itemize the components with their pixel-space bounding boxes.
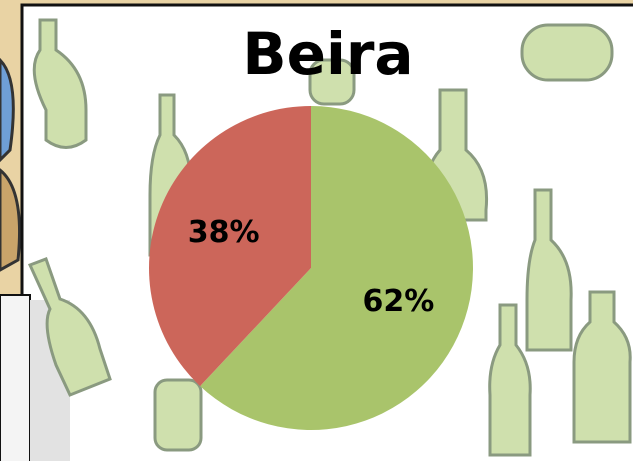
chart-title: Beira (242, 20, 413, 88)
slice-label: 62% (362, 284, 434, 319)
slice-label: 38% (188, 215, 260, 250)
pie-slice (200, 106, 474, 430)
pie-slice (149, 106, 311, 387)
